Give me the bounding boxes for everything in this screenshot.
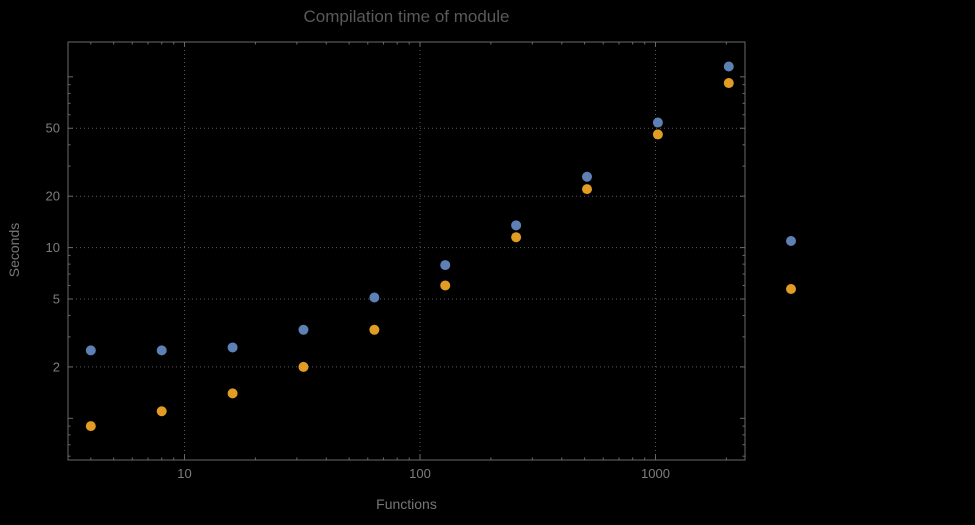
- y-tick-label: 50: [46, 121, 60, 136]
- plot-frame: [67, 41, 746, 461]
- x-axis-label: Functions: [376, 496, 437, 512]
- data-point-series-1-blue: [227, 342, 238, 353]
- data-point-series-2-orange: [85, 421, 96, 432]
- y-tick-label: 5: [53, 291, 60, 306]
- data-point-series-1-blue: [440, 260, 451, 271]
- x-tick-label: 1000: [641, 466, 670, 481]
- y-tick-label: 2: [53, 359, 60, 374]
- data-point-series-1-blue: [652, 117, 663, 128]
- data-point-series-2-orange: [511, 232, 522, 243]
- y-axis-label: Seconds: [6, 222, 22, 278]
- data-point-series-1-blue: [85, 345, 96, 356]
- data-point-series-2-orange: [440, 280, 451, 291]
- x-tick-label: 10: [177, 466, 191, 481]
- x-tick-label: 100: [409, 466, 431, 481]
- data-point-series-2-orange: [298, 361, 309, 372]
- data-point-series-2-orange: [652, 129, 663, 140]
- data-point-series-2-orange: [227, 388, 238, 399]
- data-point-series-2-orange: [582, 184, 593, 195]
- data-point-series-2-orange: [156, 406, 167, 417]
- data-point-series-2-orange: [369, 324, 380, 335]
- data-point-series-1-blue: [156, 345, 167, 356]
- y-tick-label: 10: [46, 240, 60, 255]
- data-point-series-1-blue: [298, 324, 309, 335]
- data-point-series-2-orange: [723, 78, 734, 89]
- data-point-series-1-blue: [369, 292, 380, 303]
- legend-marker-series-1-blue: [786, 236, 796, 246]
- legend-marker-series-2-orange: [786, 284, 796, 294]
- y-tick-label: 20: [46, 189, 60, 204]
- chart-title: Compilation time of module: [303, 7, 510, 26]
- data-point-series-1-blue: [582, 171, 593, 182]
- data-point-series-1-blue: [723, 61, 734, 72]
- data-point-series-1-blue: [511, 220, 522, 231]
